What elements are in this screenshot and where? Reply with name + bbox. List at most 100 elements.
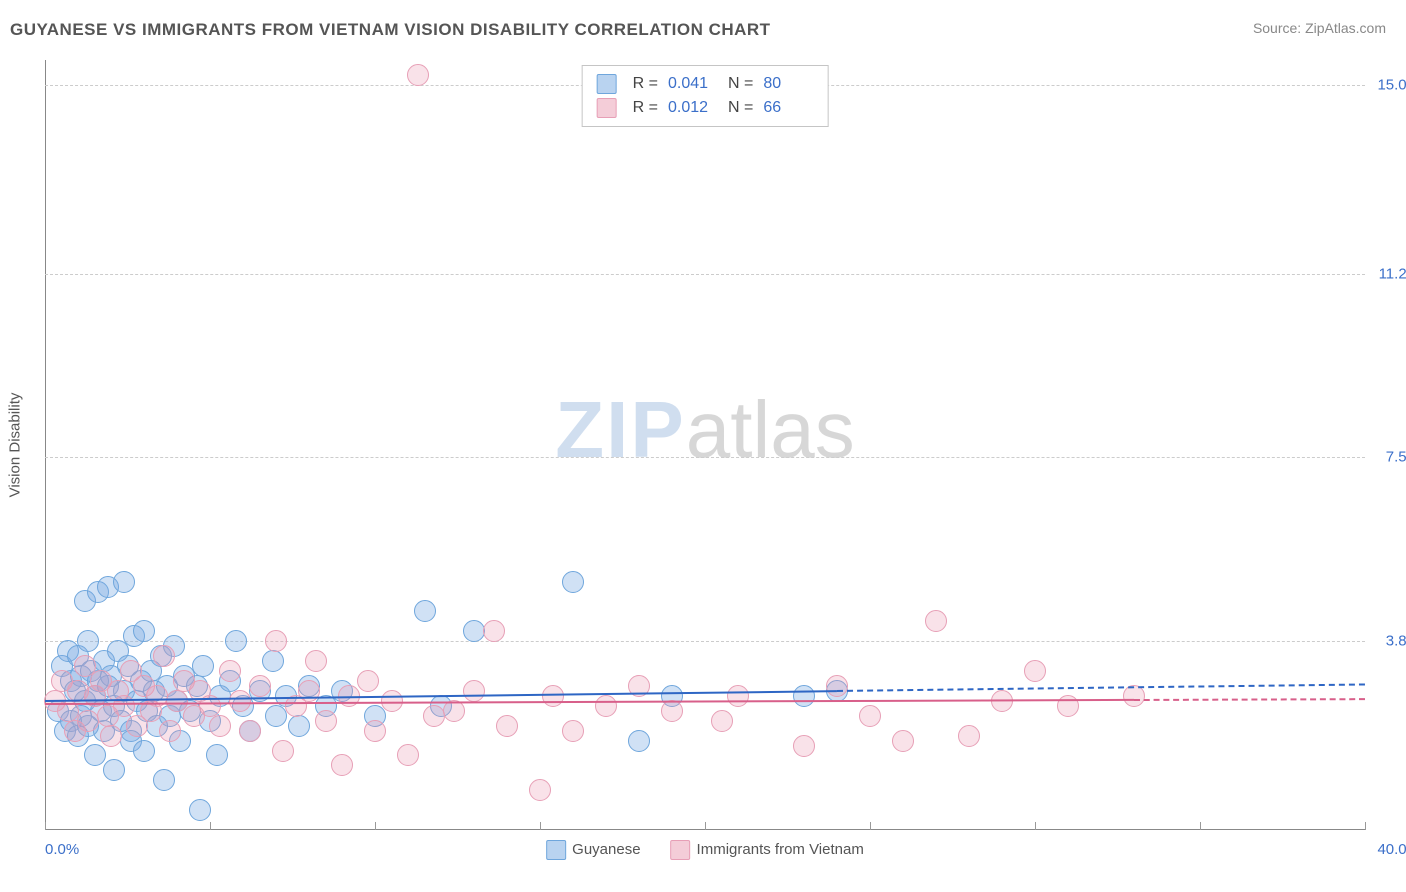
x-minor-tick	[540, 822, 541, 830]
legend-label: Guyanese	[572, 841, 640, 858]
data-point	[397, 744, 419, 766]
data-point	[1024, 660, 1046, 682]
legend-label: Immigrants from Vietnam	[697, 841, 864, 858]
data-point	[793, 685, 815, 707]
legend-swatch	[546, 840, 566, 860]
data-point	[628, 730, 650, 752]
x-minor-tick	[1200, 822, 1201, 830]
n-value: 80	[763, 75, 813, 93]
chart-area: Vision Disability ZIPatlas 3.8%7.5%11.2%…	[45, 60, 1365, 830]
data-point	[239, 720, 261, 742]
n-value: 66	[763, 99, 813, 117]
stats-row: R = 0.012 N = 66	[597, 96, 814, 120]
data-point	[229, 690, 251, 712]
x-minor-tick	[870, 822, 871, 830]
x-minor-tick	[1365, 822, 1366, 830]
source-text: Source: ZipAtlas.com	[1253, 20, 1386, 36]
data-point	[315, 710, 337, 732]
data-point	[249, 675, 271, 697]
gridline	[45, 274, 1365, 275]
data-point	[414, 600, 436, 622]
data-point	[189, 799, 211, 821]
data-point	[463, 680, 485, 702]
data-point	[1057, 695, 1079, 717]
data-point	[262, 650, 284, 672]
data-point	[463, 620, 485, 642]
data-point	[159, 720, 181, 742]
data-point	[288, 715, 310, 737]
data-point	[562, 720, 584, 742]
data-point	[357, 670, 379, 692]
legend-swatch	[671, 840, 691, 860]
data-point	[423, 705, 445, 727]
stats-row: R = 0.041 N = 80	[597, 72, 814, 96]
y-tick-label: 15.0%	[1377, 76, 1406, 93]
trend-line	[1134, 698, 1365, 701]
legend-swatch	[597, 74, 617, 94]
data-point	[153, 645, 175, 667]
legend-item: Immigrants from Vietnam	[671, 840, 864, 860]
watermark: ZIPatlas	[555, 384, 854, 476]
data-point	[496, 715, 518, 737]
data-point	[595, 695, 617, 717]
scatter-plot: ZIPatlas 3.8%7.5%11.2%15.0%	[45, 60, 1365, 830]
n-label: N =	[728, 99, 753, 117]
x-minor-tick	[210, 822, 211, 830]
data-point	[209, 715, 231, 737]
r-value: 0.041	[668, 75, 718, 93]
x-tick-min: 0.0%	[45, 841, 79, 858]
x-minor-tick	[705, 822, 706, 830]
y-tick-label: 7.5%	[1386, 449, 1406, 466]
data-point	[892, 730, 914, 752]
data-point	[727, 685, 749, 707]
y-axis-line	[45, 60, 46, 830]
data-point	[133, 620, 155, 642]
data-point	[331, 754, 353, 776]
data-point	[192, 655, 214, 677]
data-point	[265, 630, 287, 652]
data-point	[265, 705, 287, 727]
data-point	[859, 705, 881, 727]
data-point	[225, 630, 247, 652]
data-point	[305, 650, 327, 672]
data-point	[153, 769, 175, 791]
legend-item: Guyanese	[546, 840, 640, 860]
data-point	[77, 630, 99, 652]
data-point	[272, 740, 294, 762]
r-label: R =	[633, 75, 658, 93]
legend-swatch	[597, 98, 617, 118]
data-point	[925, 610, 947, 632]
x-minor-tick	[375, 822, 376, 830]
data-point	[793, 735, 815, 757]
data-point	[562, 571, 584, 593]
x-tick-max: 40.0%	[1377, 841, 1406, 858]
data-point	[100, 725, 122, 747]
data-point	[206, 744, 228, 766]
data-point	[84, 744, 106, 766]
n-label: N =	[728, 75, 753, 93]
x-minor-tick	[45, 822, 46, 830]
y-tick-label: 3.8%	[1386, 633, 1406, 650]
data-point	[958, 725, 980, 747]
y-axis-label: Vision Disability	[7, 393, 24, 498]
data-point	[529, 779, 551, 801]
x-minor-tick	[1035, 822, 1036, 830]
top-legend: R = 0.041 N = 80 R = 0.012 N = 66	[582, 65, 829, 127]
data-point	[77, 710, 99, 732]
data-point	[219, 660, 241, 682]
chart-title: GUYANESE VS IMMIGRANTS FROM VIETNAM VISI…	[10, 20, 771, 39]
r-label: R =	[633, 99, 658, 117]
trend-line	[837, 683, 1365, 692]
data-point	[113, 571, 135, 593]
data-point	[407, 64, 429, 86]
data-point	[661, 700, 683, 722]
data-point	[711, 710, 733, 732]
r-value: 0.012	[668, 99, 718, 117]
data-point	[103, 759, 125, 781]
y-tick-label: 11.2%	[1379, 265, 1406, 282]
data-point	[364, 720, 386, 742]
bottom-legend: Guyanese Immigrants from Vietnam	[546, 840, 864, 860]
data-point	[826, 675, 848, 697]
data-point	[133, 740, 155, 762]
data-point	[542, 685, 564, 707]
